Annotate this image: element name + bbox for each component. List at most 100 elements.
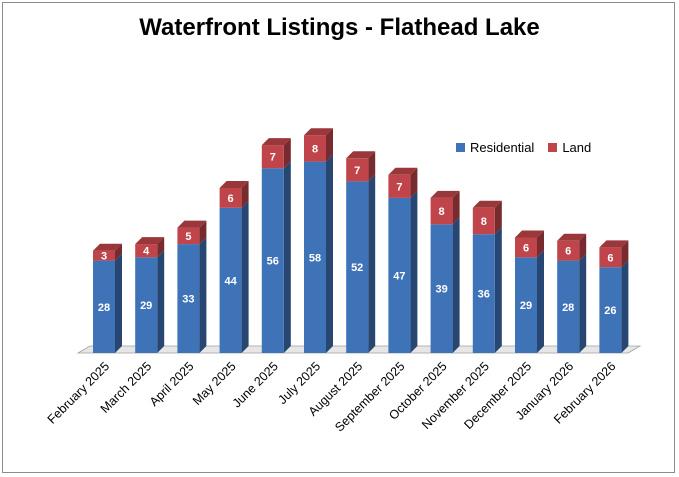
legend-label-residential: Residential <box>470 140 535 155</box>
bar-front <box>135 244 158 258</box>
x-tick-label: February 2025 <box>45 359 112 426</box>
data-label-residential: 36 <box>478 289 490 301</box>
bar-residential <box>599 260 629 353</box>
bar-residential <box>430 217 460 353</box>
data-label-residential: 58 <box>309 252 321 264</box>
bar-land <box>515 230 544 258</box>
bar-front <box>346 181 369 353</box>
bar-top <box>93 243 122 251</box>
bar-top <box>472 200 502 208</box>
x-tick-label: April 2025 <box>147 359 197 409</box>
bar-front <box>177 227 200 245</box>
bar-front <box>219 207 242 353</box>
bar-side <box>494 227 502 353</box>
data-label-residential: 33 <box>182 294 194 306</box>
bar-residential <box>261 161 291 353</box>
bar-land <box>304 128 333 162</box>
bar-land <box>177 220 207 245</box>
bar-top <box>430 190 460 198</box>
bar-side <box>368 174 376 353</box>
bar-land <box>472 200 502 235</box>
bar-residential <box>177 237 207 353</box>
legend-label-land: Land <box>562 140 592 155</box>
bar-front <box>93 250 115 261</box>
data-label-residential: 56 <box>267 256 279 268</box>
bar-stack-9: 36 8 <box>472 200 502 353</box>
bar-top <box>388 167 418 175</box>
bar-front <box>472 207 495 235</box>
bar-top <box>304 128 333 136</box>
bar-side <box>410 167 418 198</box>
data-label-land: 6 <box>607 252 613 264</box>
data-label-residential: 39 <box>435 284 447 296</box>
data-label-land: 6 <box>565 246 571 258</box>
data-label-land: 8 <box>439 206 445 218</box>
bar-front <box>557 260 580 353</box>
bar-residential <box>135 250 165 353</box>
bar-front <box>93 260 115 353</box>
bar-front <box>261 168 284 353</box>
data-label-land: 7 <box>270 152 276 164</box>
x-tick-label: June 2025 <box>230 359 281 410</box>
data-label-residential: 28 <box>562 302 574 314</box>
bar-land <box>557 233 587 261</box>
bar-side <box>326 128 333 162</box>
data-label-land: 8 <box>312 143 318 155</box>
bar-side <box>199 237 207 353</box>
bar-stack-6: 52 7 <box>346 151 376 353</box>
bar-side <box>537 250 544 353</box>
bar-side <box>115 243 122 261</box>
legend-item-land: Land <box>548 140 591 155</box>
bar-top <box>219 181 249 188</box>
bar-front <box>515 257 537 353</box>
data-label-land: 7 <box>396 181 402 193</box>
data-label-land: 7 <box>354 165 360 177</box>
bar-stack-7: 47 7 <box>388 167 418 353</box>
bar-front <box>304 161 326 353</box>
chart-legend: Residential Land <box>456 140 605 155</box>
data-label-land: 6 <box>523 242 529 254</box>
bar-residential <box>304 154 333 353</box>
bar-front <box>177 244 200 353</box>
bar-side <box>199 220 207 245</box>
data-label-residential: 29 <box>520 300 532 312</box>
bar-side <box>494 200 502 235</box>
bar-residential <box>388 190 418 353</box>
bar-side <box>452 190 460 225</box>
bar-stack-1: 29 4 <box>135 237 165 353</box>
bar-land <box>219 181 249 208</box>
bar-front <box>304 135 326 162</box>
data-label-land: 8 <box>481 216 487 228</box>
legend-swatch-residential <box>456 143 465 152</box>
bar-stack-12: 26 6 <box>599 240 629 353</box>
bar-residential <box>557 253 587 353</box>
bar-land <box>388 167 418 198</box>
data-label-residential: 47 <box>393 270 405 282</box>
bar-side <box>621 260 629 353</box>
data-label-residential: 29 <box>140 300 152 312</box>
bar-stack-8: 39 8 <box>430 190 460 353</box>
data-label-residential: 28 <box>98 302 110 314</box>
bar-residential <box>219 200 249 353</box>
bar-side <box>283 138 291 169</box>
bar-front <box>472 234 495 353</box>
bar-stack-0: 28 3 <box>93 243 122 353</box>
bar-side <box>241 200 249 353</box>
chart-title: Waterfront Listings - Flathead Lake <box>139 14 540 41</box>
bar-front <box>388 197 411 353</box>
bar-land <box>346 151 376 182</box>
bar-top <box>515 230 544 238</box>
bar-residential <box>515 250 544 353</box>
data-label-land: 6 <box>228 193 234 205</box>
bar-side <box>537 230 544 258</box>
bar-front <box>557 240 580 261</box>
bar-front <box>599 267 622 353</box>
bar-stack-10: 29 6 <box>515 230 544 353</box>
bar-side <box>115 253 122 353</box>
data-label-land: 4 <box>143 246 150 258</box>
bar-side <box>283 161 291 353</box>
data-label-land: 5 <box>185 231 191 243</box>
bar-stack-11: 28 6 <box>557 233 587 353</box>
